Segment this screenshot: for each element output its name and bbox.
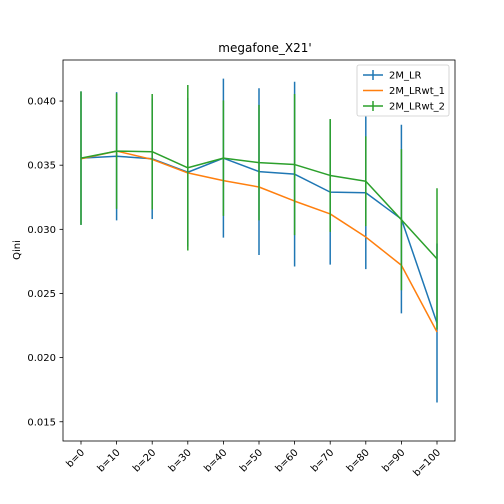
x-tick-label: b=30 [167, 447, 194, 474]
series-line [80, 150, 438, 260]
x-tick-label: b=90 [380, 447, 407, 474]
x-tick-label: b=20 [131, 447, 158, 474]
axis-layer: 0.015 0.020 0.025 0.030 0.035 0.040 b=0 b=10 b=2… [27, 97, 443, 479]
y-axis-label: Qini [12, 240, 23, 260]
legend-box [356, 64, 450, 117]
x-tick-label: b=60 [274, 447, 301, 474]
legend-label: 2M_LR [389, 71, 422, 82]
legend-label: 2M_LRwt_2 [389, 102, 445, 113]
chart-title: megafone_X21' [218, 41, 311, 55]
x-tick-label: b=40 [202, 447, 229, 474]
legend-label: 2M_LRwt_1 [389, 86, 445, 97]
y-tick-label: 0.020 [27, 353, 56, 364]
x-tick-label: b=10 [96, 447, 123, 474]
y-tick-label: 0.025 [27, 289, 56, 300]
legend-entry: 2M_LRwt_2 [363, 101, 445, 113]
x-tick-label: b=0 [64, 447, 87, 470]
legend: 2M_LR 2M_LRwt_1 2M_LRwt_2 [356, 64, 450, 117]
y-tick-label: 0.015 [27, 417, 56, 428]
x-tick-label: b=80 [345, 447, 372, 474]
y-tick-label: 0.035 [27, 161, 56, 172]
x-tick-label: b=70 [309, 447, 336, 474]
x-tick-label: b=100 [411, 447, 443, 479]
legend-entry: 2M_LRwt_1 [363, 86, 445, 97]
legend-entry: 2M_LR [363, 70, 422, 82]
y-tick-label: 0.030 [27, 225, 56, 236]
x-tick-label: b=50 [238, 447, 265, 474]
y-tick-label: 0.040 [27, 97, 56, 108]
series-layer [80, 78, 438, 403]
series-2M_LRwt_2 [80, 85, 438, 330]
